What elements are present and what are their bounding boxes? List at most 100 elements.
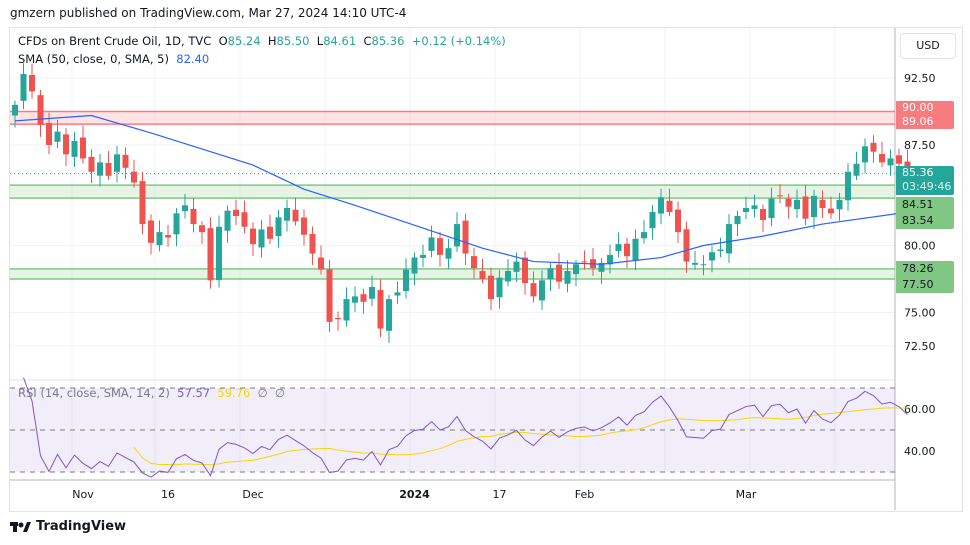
candle-body	[751, 205, 758, 209]
candle-body	[148, 220, 154, 243]
change-value: +0.12 (+0.14%)	[411, 34, 506, 48]
candle-body	[836, 199, 843, 210]
candle-body	[879, 154, 885, 163]
green-zone-tags-1: 84.51 83.54	[896, 197, 954, 229]
candle-body	[29, 75, 35, 92]
rsi-extra-1: ∅	[257, 386, 268, 400]
candle-body	[97, 162, 103, 176]
candle-body	[207, 228, 214, 281]
low-label: L	[316, 34, 324, 48]
candle-body	[335, 317, 341, 320]
candle-body	[352, 296, 358, 303]
candle-body	[471, 256, 477, 269]
candle-body	[88, 156, 95, 172]
time-label: Dec	[242, 488, 263, 501]
candle-body	[717, 249, 724, 252]
candle-body	[726, 224, 732, 254]
candle-body	[649, 212, 656, 229]
price-tick-label: 72.50	[904, 340, 936, 353]
candle-body	[292, 209, 299, 222]
price-tick-label: 92.50	[904, 72, 936, 85]
candle-body	[428, 237, 435, 251]
rsi-extra-2: ∅	[275, 386, 286, 400]
brand-name: TradingView	[36, 519, 127, 534]
candle-body	[743, 207, 749, 213]
candle-body	[437, 238, 443, 255]
time-label: 17	[493, 488, 507, 501]
candle-body	[615, 244, 622, 251]
candle-body	[190, 208, 197, 225]
candle-body	[386, 299, 392, 331]
tradingview-logo[interactable]: TradingView	[10, 519, 126, 534]
candle-body	[394, 292, 401, 296]
candle-body	[488, 275, 494, 300]
candle-body	[794, 199, 800, 210]
time-label: 2024	[399, 488, 430, 501]
time-label: Feb	[575, 488, 594, 501]
candle-body	[598, 262, 605, 272]
candle-body	[114, 154, 120, 172]
candle-body	[845, 171, 851, 201]
candle-body	[224, 210, 231, 231]
symbol-name: CFDs on Brent Crude Oil, 1D, TVC	[18, 34, 212, 48]
green-zone-tags-2: 78.26 77.50	[896, 261, 954, 293]
price-tick-label: 80.00	[904, 240, 936, 253]
candle-body	[607, 254, 613, 265]
candle-body	[173, 213, 180, 235]
time-label: Mar	[736, 488, 757, 501]
candle-body	[343, 299, 350, 321]
candle-body	[624, 243, 630, 257]
rsi-sma-line	[133, 407, 908, 466]
low-value: 84.61	[323, 34, 357, 48]
sma-line	[14, 114, 900, 265]
candle-body	[284, 207, 290, 221]
candle-body	[777, 195, 783, 197]
candle-body	[658, 197, 664, 214]
tag-89-06: 89.06	[902, 115, 934, 128]
last-price: 85.36	[902, 166, 934, 179]
tag-83-54: 83.54	[902, 214, 934, 227]
currency-button[interactable]: USD	[900, 33, 956, 59]
close-label: C	[363, 34, 372, 48]
tag-78-26: 78.26	[902, 262, 934, 275]
sma-label: SMA (50, close, 0, SMA, 5)	[18, 52, 169, 66]
candle-body	[513, 261, 520, 272]
candle-body	[709, 252, 715, 261]
candle-body	[318, 257, 324, 270]
candle-body	[819, 199, 826, 208]
candle-body	[12, 104, 18, 116]
publisher-line: gmzern published on TradingView.com, Mar…	[10, 6, 407, 20]
candle-body	[734, 216, 741, 225]
candle-body	[301, 217, 307, 235]
red-zone-tags: 90.00 89.06	[896, 101, 954, 129]
candle-body	[564, 270, 571, 284]
candle-body	[445, 248, 452, 259]
zone-red	[10, 111, 895, 125]
last-price-tag: 85.36 03:49:46	[896, 166, 954, 195]
sma-legend: SMA (50, close, 0, SMA, 5) 82.40	[18, 52, 209, 66]
candle-body	[80, 137, 86, 159]
zone-green	[10, 185, 895, 199]
price-tick-label: 87.50	[904, 139, 936, 152]
candle-body	[131, 171, 137, 183]
candle-body	[454, 224, 460, 247]
tradingview-logo-icon	[10, 521, 31, 532]
rsi-sma-value: 59.76	[217, 386, 251, 400]
time-label: Nov	[72, 488, 94, 501]
candle-body	[122, 154, 129, 168]
time-label: 16	[161, 488, 175, 501]
candle-body	[547, 268, 554, 280]
candle-body	[275, 217, 282, 237]
candle-body	[700, 264, 707, 266]
candle-body	[496, 277, 503, 298]
candle-body	[250, 228, 256, 245]
candle-body	[632, 238, 639, 261]
tag-84-51: 84.51	[902, 198, 934, 211]
candle-body	[139, 181, 146, 225]
rsi-line	[23, 377, 908, 478]
candle-body	[54, 131, 61, 142]
candle-body	[479, 271, 486, 279]
candle-body	[369, 287, 375, 299]
candle-body	[785, 198, 792, 207]
